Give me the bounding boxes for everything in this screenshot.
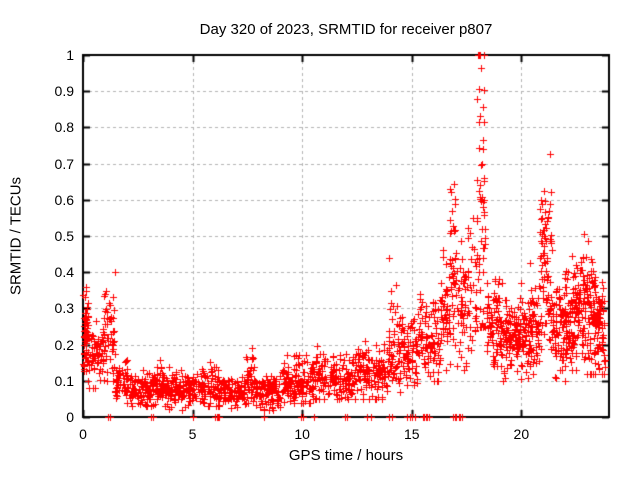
x-tick-label: 0 — [79, 426, 87, 442]
x-tick-label: 20 — [513, 426, 530, 442]
y-tick-label: 0.9 — [54, 83, 74, 100]
y-tick-label: 0.4 — [54, 264, 74, 281]
y-tick-label: 0 — [66, 409, 74, 425]
y-tick-label: 0.6 — [54, 191, 74, 208]
y-tick-label: 1 — [66, 47, 74, 63]
x-tick-label: 5 — [188, 426, 197, 442]
x-axis-label: GPS time / hours — [288, 447, 404, 464]
y-tick-label: 0.3 — [54, 300, 74, 317]
y-tick-label: 0.8 — [54, 119, 74, 136]
x-tick-label: 15 — [403, 426, 420, 442]
chart-title: Day 320 of 2023, SRMTID for receiver p80… — [199, 21, 493, 38]
y-tick-label: 0.2 — [54, 336, 74, 353]
y-tick-label: 0.7 — [54, 155, 74, 172]
x-tick-label: 10 — [294, 426, 310, 442]
y-tick-label: 0.1 — [54, 372, 74, 389]
y-tick-label: 0.5 — [54, 228, 74, 244]
